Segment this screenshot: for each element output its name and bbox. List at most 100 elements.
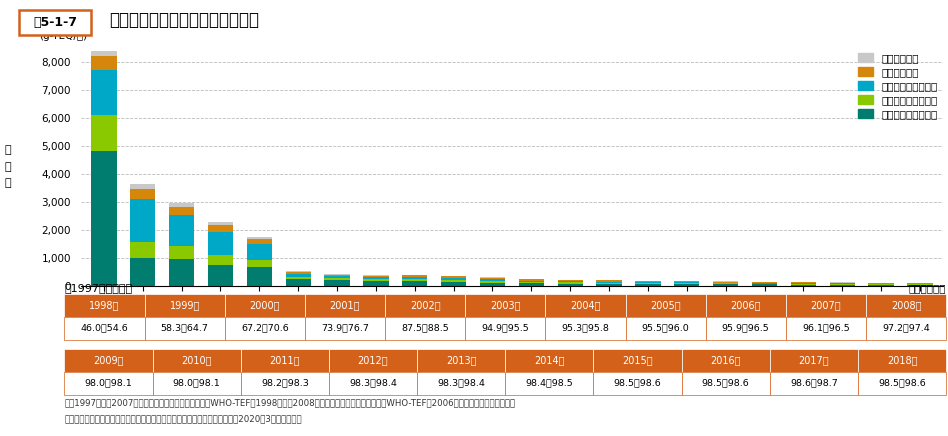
Bar [285,279,311,286]
Bar [91,115,117,151]
Text: 2003年: 2003年 [490,301,520,310]
Bar [91,70,117,115]
Text: 2006年: 2006年 [731,301,761,310]
Text: 95.3～95.8: 95.3～95.8 [561,324,610,333]
Bar [208,265,233,286]
Bar [91,51,117,56]
Text: 98.3～98.4: 98.3～98.4 [349,379,397,388]
Bar [441,282,466,286]
Bar [208,232,233,255]
Text: 2015年: 2015年 [622,356,653,365]
Bar [285,273,311,276]
Text: 98.4～98.5: 98.4～98.5 [525,379,574,388]
Bar [635,282,661,283]
Bar [480,279,505,281]
Text: 2014年: 2014年 [534,356,565,365]
Bar [285,276,311,279]
Text: 97.2～97.4: 97.2～97.4 [883,324,930,333]
Bar [480,278,505,279]
Text: 2018年: 2018年 [886,356,918,365]
Text: 2016年: 2016年 [710,356,741,365]
Text: 2001年: 2001年 [330,301,360,310]
Text: 2002年: 2002年 [410,301,441,310]
Bar [830,284,855,285]
Text: 2008年: 2008年 [891,301,921,310]
Bar [830,283,855,284]
Text: ダイオキシン類の排出総量の推移: ダイオキシン類の排出総量の推移 [109,10,259,29]
Bar [246,266,272,286]
Bar [907,284,933,285]
Bar [324,274,350,275]
Bar [752,282,777,283]
Text: 2004年: 2004年 [570,301,601,310]
Text: 注：1997年から2007年の排出量は毒性等価係数としてWHO-TEF（1998）を、2008年以後の排出量は可能な範囲でWHO-TEF（2006）を用いた値で: 注：1997年から2007年の排出量は毒性等価係数としてWHO-TEF（1998… [64,398,516,407]
Text: 46.0～54.6: 46.0～54.6 [81,324,128,333]
Bar [169,215,194,246]
Bar [674,282,700,283]
Bar [635,283,661,284]
Bar [519,279,544,281]
Bar [674,281,700,282]
Bar [324,275,350,276]
Bar [674,283,700,284]
Bar [441,276,466,278]
Text: 2011年: 2011年 [269,356,301,365]
Text: 98.0～98.1: 98.0～98.1 [84,379,133,388]
Bar [830,285,855,286]
Text: 87.5～88.5: 87.5～88.5 [401,324,449,333]
Text: 98.3～98.4: 98.3～98.4 [437,379,485,388]
Bar [91,151,117,286]
Bar [246,260,272,266]
Text: 1998年: 1998年 [89,301,119,310]
Bar [596,282,622,283]
Bar [557,281,583,283]
Text: 2005年: 2005年 [650,301,681,310]
Bar [402,275,428,276]
Bar [285,272,311,273]
Text: 94.9～95.5: 94.9～95.5 [482,324,529,333]
Bar [441,280,466,282]
Bar [402,281,428,286]
Bar [713,283,738,284]
Bar [169,207,194,215]
Bar [868,283,894,284]
Bar [402,277,428,279]
Text: 98.6～98.7: 98.6～98.7 [790,379,838,388]
Bar [907,283,933,284]
Bar [208,255,233,265]
Legend: その他発生源, 産業系発生源, 小型廃棄物焼却炉等, 産業廃棄物焼却施設, 一般廃棄物焼却施設: その他発生源, 産業系発生源, 小型廃棄物焼却炉等, 産業廃棄物焼却施設, 一般… [858,53,939,119]
Bar [363,277,389,279]
Text: 98.2～98.3: 98.2～98.3 [261,379,309,388]
Bar [713,284,738,286]
Bar [246,244,272,260]
Bar [557,283,583,286]
Bar [130,242,155,258]
Bar [324,280,350,286]
Bar [791,284,816,285]
Bar [596,283,622,284]
Bar [480,281,505,283]
Bar [752,283,777,284]
Bar [363,279,389,281]
Bar [208,225,233,232]
Bar [130,199,155,242]
Text: 2017年: 2017年 [798,356,830,365]
Bar [635,281,661,282]
Text: (g-TEQ/年): (g-TEQ/年) [39,31,87,41]
Bar [130,258,155,286]
Bar [324,279,350,280]
Bar [596,280,622,282]
Text: 98.5～98.6: 98.5～98.6 [702,379,750,388]
Text: 2007年: 2007年 [811,301,841,310]
Text: 資料：環境省「ダイオキシン類の排出量の目録（排出インベントリー）」（2020年3月）より作成: 資料：環境省「ダイオキシン類の排出量の目録（排出インベントリー）」（2020年3… [64,415,302,423]
Bar [91,56,117,70]
Bar [791,285,816,286]
Bar [791,283,816,284]
Bar [363,276,389,277]
Text: 図5-1-7: 図5-1-7 [33,16,77,29]
FancyBboxPatch shape [19,10,91,35]
Bar [480,283,505,286]
Text: 2009年: 2009年 [93,356,124,365]
Bar [402,279,428,281]
Text: 98.5～98.6: 98.5～98.6 [878,379,926,388]
